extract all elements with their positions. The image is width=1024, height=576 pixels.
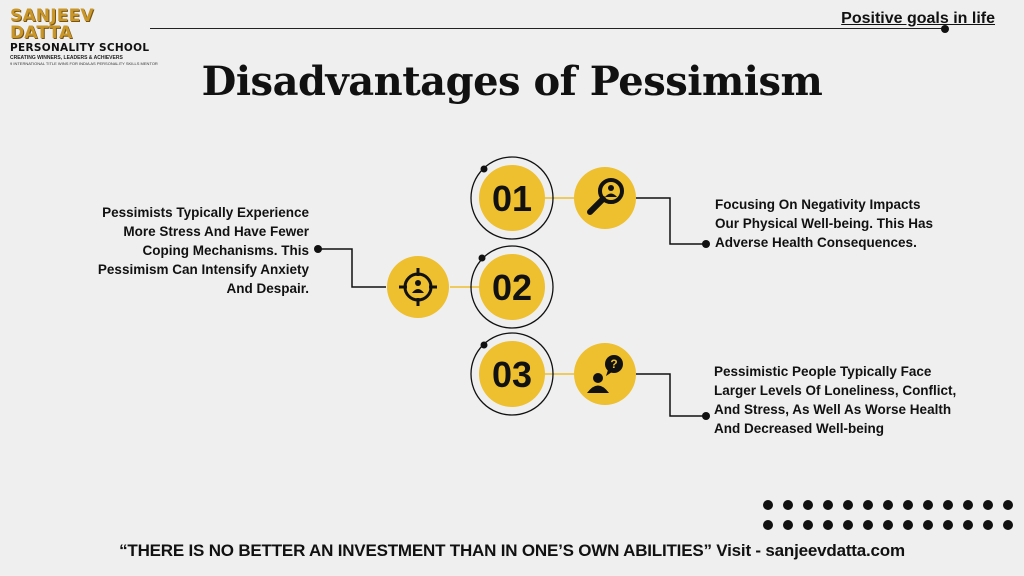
number-02: 02 bbox=[492, 267, 532, 308]
callout-line-03 bbox=[636, 373, 706, 417]
page-title: Disadvantages of Pessimism bbox=[201, 58, 823, 105]
target-person-icon bbox=[387, 256, 449, 318]
footer-quote: “THERE IS NO BETTER AN INVESTMENT THAN I… bbox=[119, 541, 905, 560]
callout-dot-02 bbox=[314, 245, 322, 253]
item-01-text: Focusing On Negativity Impacts Our Physi… bbox=[715, 197, 934, 250]
number-circle-01: 01 bbox=[470, 156, 554, 240]
person-question-icon: ? bbox=[574, 343, 636, 405]
decorative-dots bbox=[763, 500, 1013, 530]
callout-dot-01 bbox=[702, 240, 710, 248]
callout-line-01 bbox=[636, 197, 706, 245]
header-link[interactable]: Positive goals in life bbox=[841, 10, 995, 27]
svg-text:?: ? bbox=[610, 357, 617, 371]
item-03-text: Pessimistic People Typically Face Larger… bbox=[714, 364, 957, 436]
number-01: 01 bbox=[492, 178, 532, 219]
logo-brand: SANJEEV DATTA bbox=[10, 6, 94, 43]
logo-tagline: CREATING WINNERS, LEADERS & ACHIEVERS bbox=[10, 55, 123, 61]
header-rule bbox=[150, 28, 945, 29]
callout-line-02 bbox=[318, 248, 386, 288]
magnifier-person-icon bbox=[574, 167, 636, 229]
logo-subtitle: PERSONALITY SCHOOL bbox=[10, 42, 150, 54]
item-02-text: Pessimists Typically Experience More Str… bbox=[97, 205, 309, 296]
brand-logo: SANJEEV DATTA PERSONALITY SCHOOL CREATIN… bbox=[10, 6, 158, 67]
callout-dot-03 bbox=[702, 412, 710, 420]
header-rule-dot bbox=[941, 25, 949, 33]
logo-credentials: 9 INTERNATIONAL TITLE WINS FOR INDIA AS … bbox=[10, 61, 158, 66]
number-03: 03 bbox=[492, 354, 532, 395]
number-circle-03: 03 bbox=[470, 332, 554, 416]
number-circle-02: 02 bbox=[470, 245, 554, 329]
